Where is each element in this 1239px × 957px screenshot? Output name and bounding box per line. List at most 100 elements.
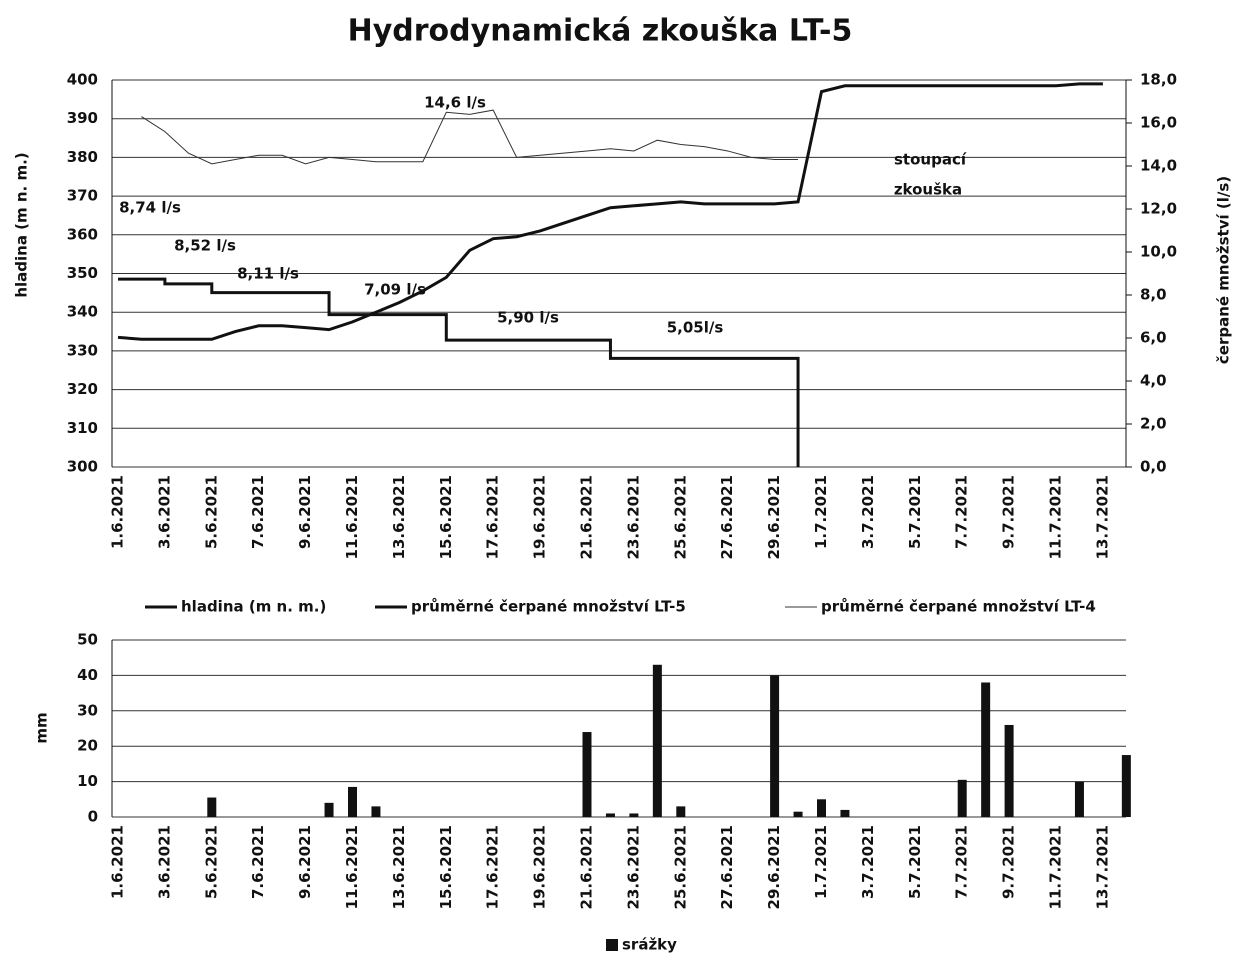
annotation: 8,74 l/s bbox=[119, 199, 181, 217]
chart-title: Hydrodynamická zkouška LT-5 bbox=[348, 14, 853, 49]
y2-axis-label: čerpané množství (l/s) bbox=[1215, 176, 1233, 364]
y-tick-label: 50 bbox=[77, 631, 98, 649]
y-tick-label: 370 bbox=[67, 187, 98, 205]
annotation: 7,09 l/s bbox=[364, 281, 426, 299]
x-tick-label: 25.6.2021 bbox=[671, 475, 689, 559]
series-line bbox=[118, 277, 800, 467]
bar bbox=[582, 732, 592, 817]
y2-tick-label: 14,0 bbox=[1140, 157, 1177, 175]
bar bbox=[793, 811, 803, 817]
y2-tick-label: 10,0 bbox=[1140, 243, 1177, 261]
bar bbox=[371, 806, 381, 817]
y2-tick-label: 8,0 bbox=[1140, 286, 1167, 304]
legend-label: průměrné čerpané množství LT-4 bbox=[821, 598, 1096, 616]
bar bbox=[840, 809, 850, 817]
y-tick-label: 390 bbox=[67, 109, 98, 127]
bar bbox=[957, 779, 967, 817]
x-tick-label: 7.7.2021 bbox=[953, 825, 971, 899]
x-tick-label: 29.6.2021 bbox=[765, 825, 783, 909]
y-tick-label: 30 bbox=[77, 701, 98, 719]
x-tick-label: 23.6.2021 bbox=[624, 475, 642, 559]
x-tick-label: 21.6.2021 bbox=[578, 475, 596, 559]
annotation: 14,6 l/s bbox=[424, 94, 486, 112]
bar bbox=[207, 797, 217, 817]
x-tick-label: 5.7.2021 bbox=[906, 825, 924, 899]
y-tick-label: 20 bbox=[77, 737, 98, 755]
bar bbox=[1121, 755, 1131, 817]
x-tick-label: 19.6.2021 bbox=[531, 825, 549, 909]
x-tick-label: 27.6.2021 bbox=[718, 475, 736, 559]
x-tick-label: 9.6.2021 bbox=[296, 825, 314, 899]
legend-swatch bbox=[606, 939, 618, 951]
annotation: 5,05l/s bbox=[667, 319, 724, 337]
x-tick-label: 11.7.2021 bbox=[1047, 825, 1065, 909]
annotation: 5,90 l/s bbox=[497, 309, 559, 327]
y-tick-label: 360 bbox=[67, 225, 98, 243]
x-tick-label: 17.6.2021 bbox=[484, 475, 502, 559]
y-tick-label: 300 bbox=[67, 458, 98, 476]
y2-tick-label: 2,0 bbox=[1140, 415, 1167, 433]
y2-tick-label: 4,0 bbox=[1140, 372, 1167, 390]
bar bbox=[770, 675, 780, 817]
x-tick-label: 25.6.2021 bbox=[671, 825, 689, 909]
x-tick-label: 7.6.2021 bbox=[249, 475, 267, 549]
x-tick-label: 3.6.2021 bbox=[155, 475, 173, 549]
y-axis-label: hladina (m n. m.) bbox=[13, 152, 31, 297]
y2-tick-label: 18,0 bbox=[1140, 71, 1177, 89]
y-tick-label: 40 bbox=[77, 666, 98, 684]
x-tick-label: 7.7.2021 bbox=[953, 475, 971, 549]
series-line bbox=[117, 82, 1103, 341]
bar bbox=[324, 802, 334, 817]
x-tick-label: 13.6.2021 bbox=[390, 825, 408, 909]
x-tick-label: 15.6.2021 bbox=[437, 475, 455, 559]
bar bbox=[652, 664, 662, 817]
x-tick-label: 3.6.2021 bbox=[155, 825, 173, 899]
x-tick-label: 3.7.2021 bbox=[859, 825, 877, 899]
x-tick-label: 21.6.2021 bbox=[578, 825, 596, 909]
legend-label: srážky bbox=[622, 936, 677, 954]
y2-tick-label: 0,0 bbox=[1140, 458, 1167, 476]
y-tick-label: 350 bbox=[67, 264, 98, 282]
annotation: zkouška bbox=[894, 181, 962, 199]
x-tick-label: 9.7.2021 bbox=[1000, 825, 1018, 899]
series-line bbox=[141, 109, 799, 165]
x-tick-label: 23.6.2021 bbox=[624, 825, 642, 909]
bar bbox=[817, 799, 826, 817]
bar bbox=[676, 806, 686, 817]
y-tick-label: 330 bbox=[67, 341, 98, 359]
x-tick-label: 7.6.2021 bbox=[249, 825, 267, 899]
x-tick-label: 1.6.2021 bbox=[109, 475, 127, 549]
x-tick-label: 19.6.2021 bbox=[531, 475, 549, 559]
x-tick-label: 5.7.2021 bbox=[906, 475, 924, 549]
x-tick-label: 5.6.2021 bbox=[202, 475, 220, 549]
bar bbox=[348, 786, 357, 817]
y2-tick-label: 6,0 bbox=[1140, 329, 1167, 347]
x-tick-label: 13.7.2021 bbox=[1093, 825, 1111, 909]
x-tick-label: 15.6.2021 bbox=[437, 825, 455, 909]
bar bbox=[629, 813, 639, 817]
bar bbox=[1004, 724, 1014, 817]
legend-label: hladina (m n. m.) bbox=[181, 598, 326, 616]
bar bbox=[981, 682, 991, 817]
y-axis-label: mm bbox=[33, 712, 51, 743]
x-tick-label: 1.6.2021 bbox=[109, 825, 127, 899]
x-tick-label: 11.6.2021 bbox=[343, 475, 361, 559]
y2-tick-label: 12,0 bbox=[1140, 200, 1177, 218]
x-tick-label: 11.6.2021 bbox=[343, 825, 361, 909]
y-tick-label: 340 bbox=[67, 303, 98, 321]
legend-label: průměrné čerpané množství LT-5 bbox=[411, 598, 686, 616]
x-tick-label: 1.7.2021 bbox=[812, 475, 830, 549]
x-tick-label: 29.6.2021 bbox=[765, 475, 783, 559]
x-tick-label: 3.7.2021 bbox=[859, 475, 877, 549]
y-tick-label: 10 bbox=[77, 772, 98, 790]
annotation: 8,11 l/s bbox=[237, 265, 299, 283]
x-tick-label: 17.6.2021 bbox=[484, 825, 502, 909]
x-tick-label: 9.6.2021 bbox=[296, 475, 314, 549]
y2-tick-label: 16,0 bbox=[1140, 114, 1177, 132]
x-tick-label: 9.7.2021 bbox=[1000, 475, 1018, 549]
x-tick-label: 11.7.2021 bbox=[1047, 475, 1065, 559]
annotation: stoupací bbox=[894, 151, 967, 169]
bar bbox=[1074, 781, 1084, 817]
x-tick-label: 5.6.2021 bbox=[202, 825, 220, 899]
